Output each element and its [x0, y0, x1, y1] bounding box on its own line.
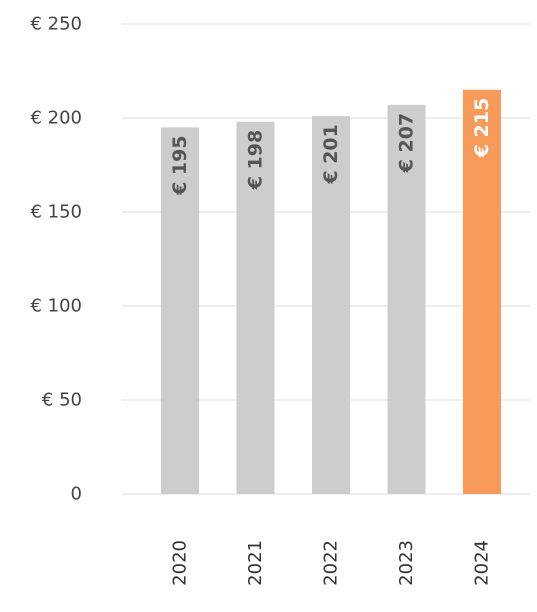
bar	[161, 127, 199, 495]
y-tick-label: € 200	[30, 108, 82, 129]
data-label: € 215	[471, 98, 493, 159]
data-label: € 195	[169, 135, 191, 196]
x-tick-label: 2024	[472, 540, 493, 586]
x-tick-label: 2020	[170, 540, 191, 586]
y-tick-label: € 50	[42, 390, 82, 411]
y-tick-label: € 150	[30, 202, 82, 223]
x-tick-label: 2022	[321, 540, 342, 586]
data-label: € 198	[245, 130, 267, 191]
bar	[463, 89, 501, 495]
y-tick-label: € 250	[30, 14, 82, 35]
bar	[236, 121, 275, 494]
data-label: € 207	[396, 113, 418, 174]
y-tick-label: 0	[71, 484, 82, 505]
bar	[312, 116, 350, 495]
x-tick-label: 2023	[396, 540, 417, 586]
data-label: € 201	[320, 124, 342, 184]
x-tick-label: 2021	[245, 540, 266, 586]
bar	[387, 104, 426, 494]
y-tick-label: € 100	[30, 296, 82, 317]
